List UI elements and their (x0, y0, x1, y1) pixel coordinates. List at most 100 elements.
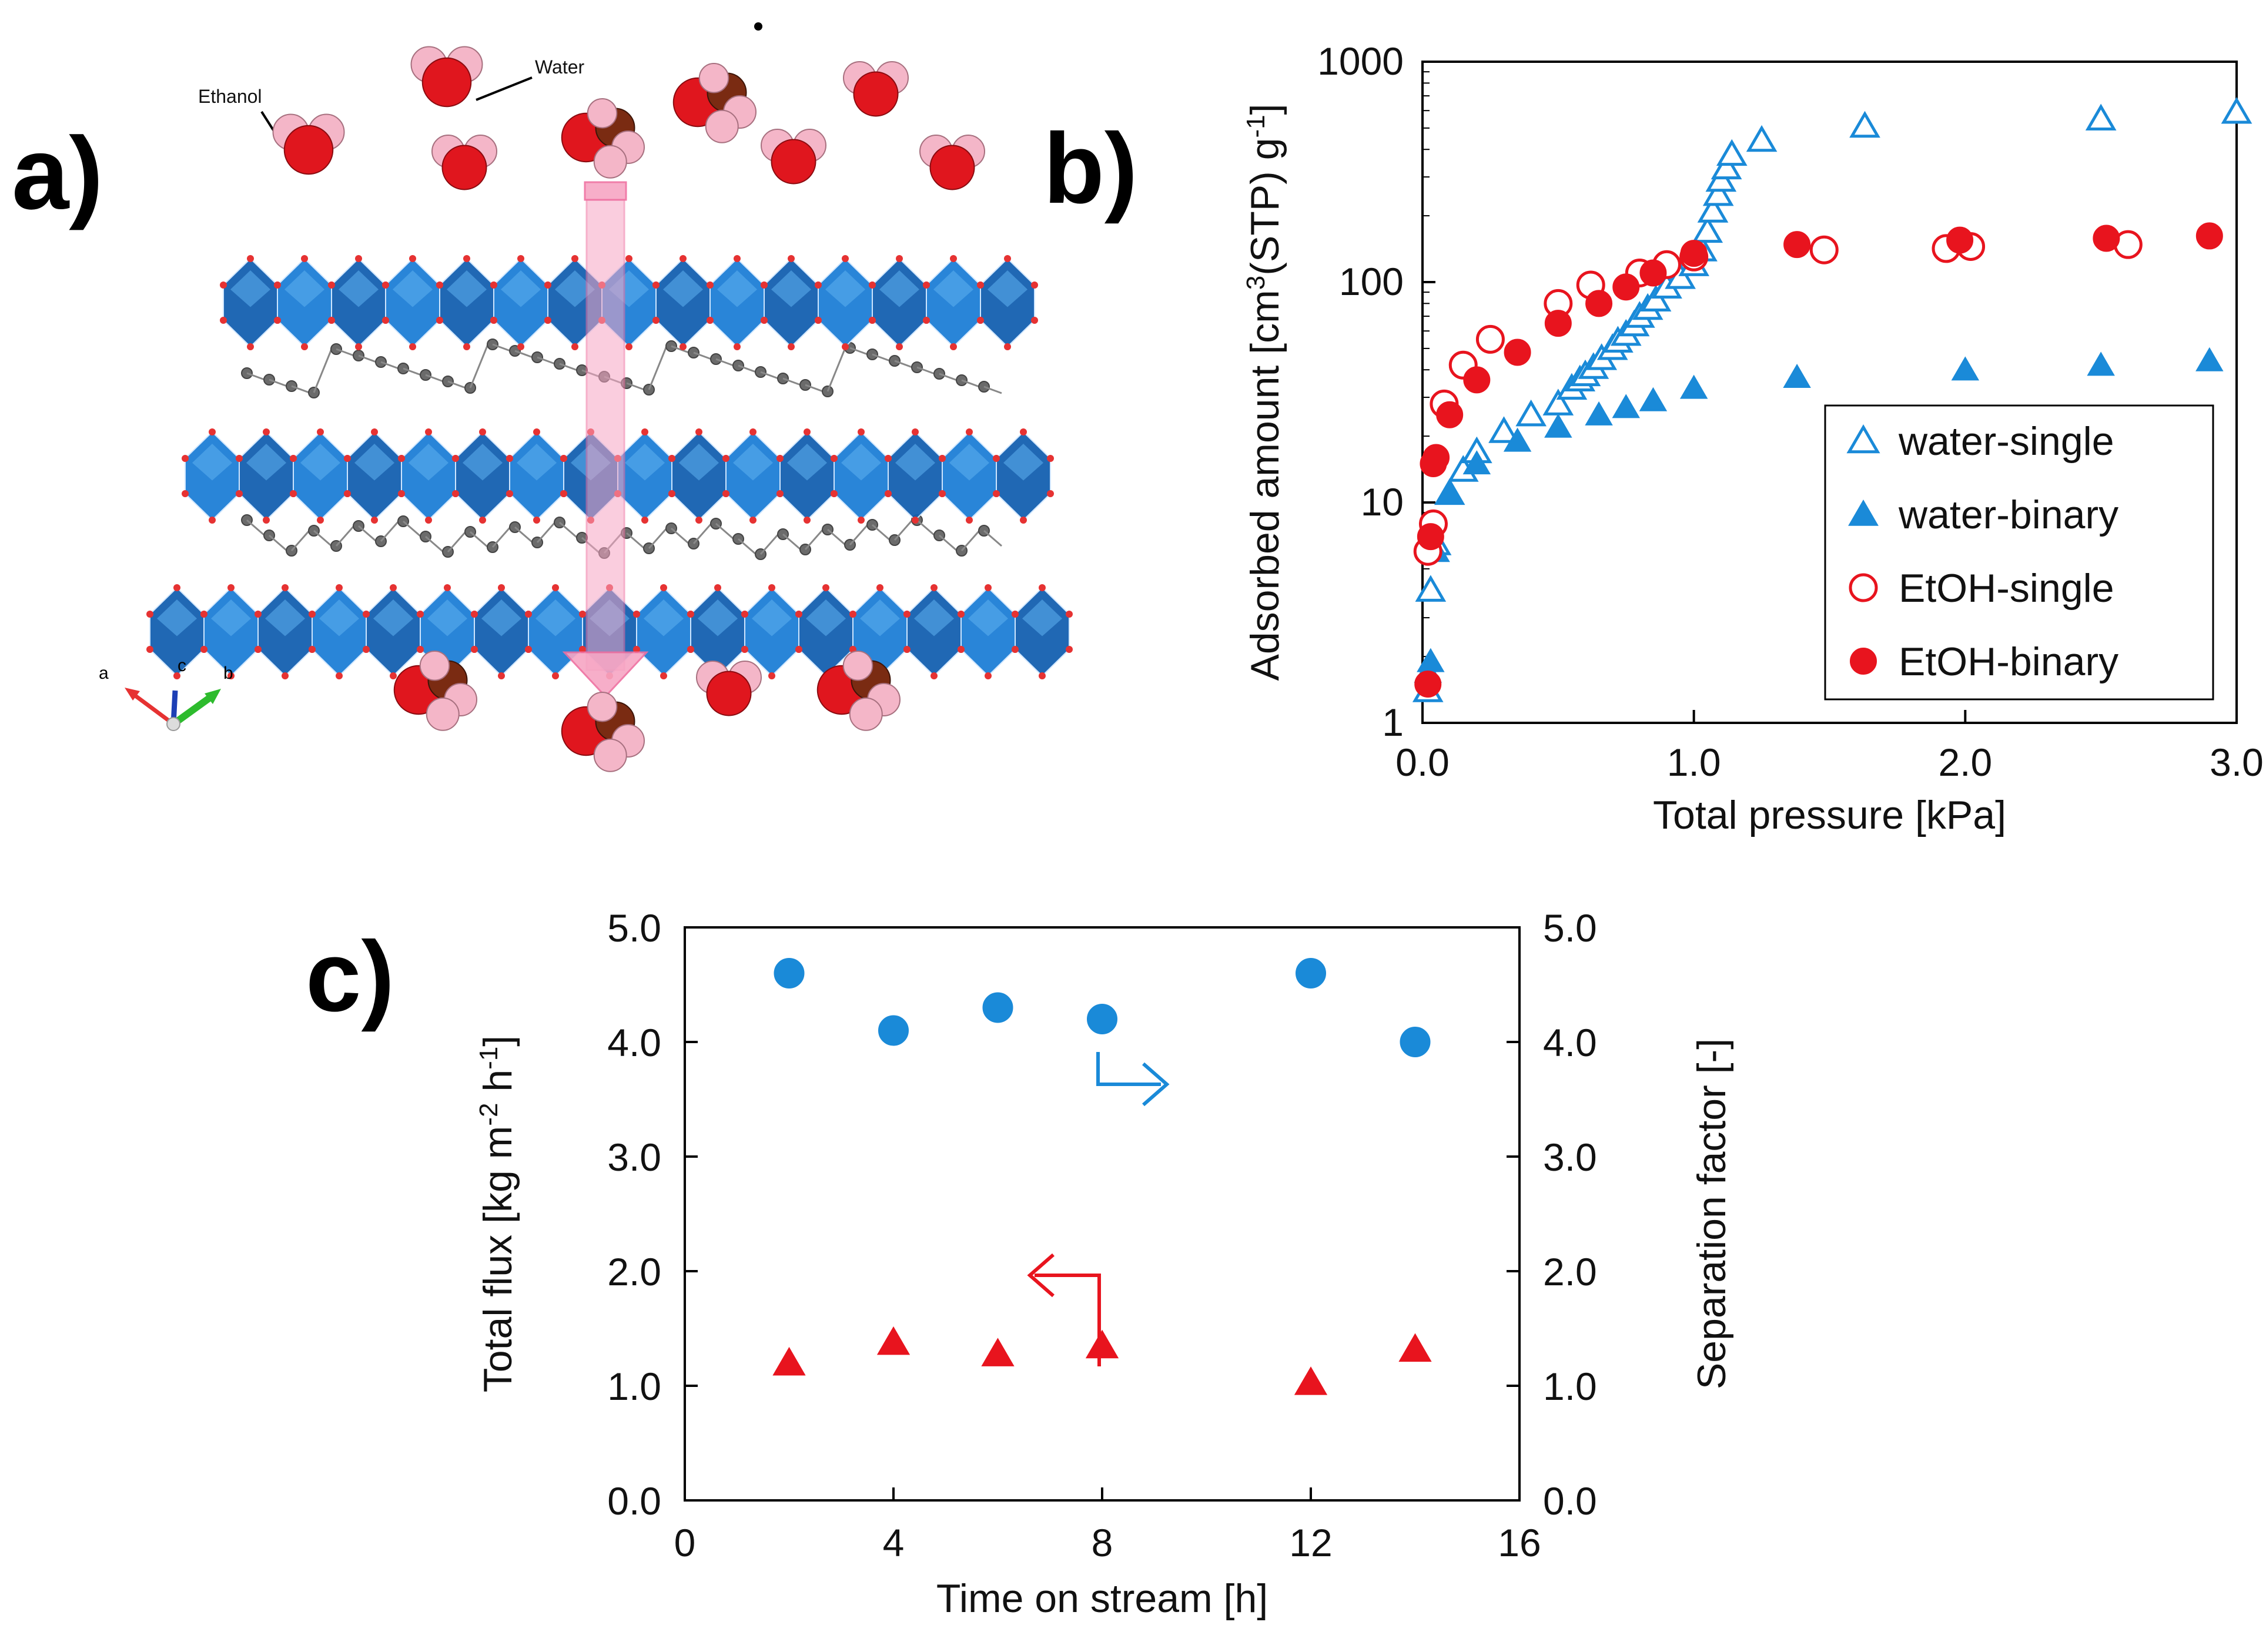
linker-bond (671, 527, 689, 545)
oxygen-atom (182, 455, 189, 462)
linker-bond (804, 529, 824, 550)
y-tick-label: 2.0 (607, 1250, 661, 1294)
oxygen-atom (903, 646, 911, 653)
oxygen-atom (363, 646, 370, 653)
oxygen-atom (355, 255, 362, 262)
linker-bond (358, 354, 377, 363)
oxygen-atom (831, 455, 838, 462)
linker-bond (782, 377, 801, 386)
polyhedron-facet (644, 599, 684, 636)
data-point-EtOH-binary (1946, 226, 1974, 254)
oxygen-atom (200, 611, 207, 618)
left-axis-arrow-head (1027, 1253, 1055, 1298)
linker-bond (961, 379, 980, 388)
oxygen-atom (722, 455, 729, 462)
oxygen-atom (869, 317, 876, 324)
y-tick-label: 5.0 (607, 906, 661, 950)
oxygen-atom (390, 584, 397, 591)
polyhedron-facet (535, 599, 575, 636)
linker-bond (805, 384, 824, 393)
oxygen-atom (533, 517, 540, 524)
oxygen-atom (236, 455, 243, 462)
ethanol-molecule (561, 98, 645, 179)
oxygen-atom (560, 490, 567, 497)
linker-bond (648, 346, 668, 390)
oxygen-atom (552, 584, 559, 591)
framework-layers (146, 255, 1073, 679)
linker-bond (939, 373, 958, 381)
oxygen-atom (815, 282, 822, 289)
oxygen-atom (255, 611, 262, 618)
polyhedron-facet (860, 599, 900, 636)
data-point-water-binary (2195, 347, 2224, 371)
data-point-water-binary (1639, 387, 1668, 411)
data-point-Total flux (981, 1338, 1015, 1366)
data-point-EtOH-single (1475, 324, 1505, 354)
axis-c-label: c (178, 656, 186, 675)
polyhedron-facet (914, 599, 954, 636)
hydrogen-atom (419, 651, 450, 681)
linker-bond (246, 372, 265, 381)
hydrogen-atom (698, 63, 729, 93)
oxygen-atom (1020, 428, 1027, 435)
linker-bond (983, 530, 1002, 547)
data-point-water-binary (1462, 450, 1491, 475)
oxygen-atom (471, 646, 478, 653)
oxygen-atom (363, 611, 370, 618)
linker-bond (403, 367, 421, 376)
oxygen-atom (977, 282, 984, 289)
oxygen-atom (912, 517, 919, 524)
oxygen-atom (966, 517, 973, 524)
oxygen-atom (1012, 646, 1019, 653)
polyhedron-facet (409, 444, 448, 481)
linker-bond (648, 528, 668, 549)
y2-tick-label: 1.0 (1543, 1365, 1597, 1408)
linker-bond (916, 366, 935, 375)
oxygen-atom (371, 428, 378, 435)
linker-bond (403, 520, 421, 538)
oxygen-atom (768, 672, 775, 679)
linker-bond (469, 344, 489, 388)
y-tick-label: 10 (1361, 480, 1404, 524)
data-point-water-single (1849, 110, 1880, 138)
oxygen-atom (1031, 317, 1038, 324)
oxygen-atom (571, 343, 578, 350)
right-axis-arrow-shaft (1096, 1052, 1161, 1086)
hydrogen-atom (593, 738, 627, 772)
polyhedron-facet (752, 599, 792, 636)
oxygen-atom (236, 490, 243, 497)
oxygen-atom (804, 428, 811, 435)
permeation-arrow (562, 181, 649, 698)
linker-bond (537, 356, 555, 365)
y2-tick-label: 2.0 (1543, 1250, 1597, 1294)
oxygen-atom (463, 343, 470, 350)
y-axis-title: Adsorbed amount [cm3(STP) g-1] (1241, 104, 1288, 681)
legend-label-water-single: water-single (1898, 419, 2114, 464)
oxygen-atom (625, 343, 632, 350)
water-molecule (843, 61, 909, 117)
oxygen-atom (571, 255, 578, 262)
oxygen-atom (788, 343, 795, 350)
ethanol-molecule (393, 651, 477, 731)
water-molecule (761, 129, 826, 185)
panel-a-label: a) (12, 116, 103, 231)
y2-tick-label: 5.0 (1543, 906, 1597, 950)
data-point-EtOH-binary (1544, 310, 1572, 337)
oxygen-atom (761, 282, 768, 289)
oxygen-atom (227, 584, 235, 591)
molecules (272, 46, 985, 772)
polyhedron-facet (895, 444, 935, 481)
data-point-EtOH-binary (1585, 290, 1613, 317)
linker-bond (358, 525, 377, 542)
data-point-EtOH-binary (1504, 339, 1531, 366)
water-label: Water (535, 56, 585, 78)
oxygen-atom (220, 282, 227, 289)
oxygen-atom (425, 517, 432, 524)
axis-a-label: a (99, 664, 109, 683)
oxygen-atom (958, 646, 965, 653)
oxygen-atom (498, 584, 505, 591)
oxygen-atom (274, 317, 281, 324)
linker-bond (313, 349, 333, 393)
polyhedron-facet (825, 270, 865, 307)
oxygen-atom (146, 611, 153, 618)
